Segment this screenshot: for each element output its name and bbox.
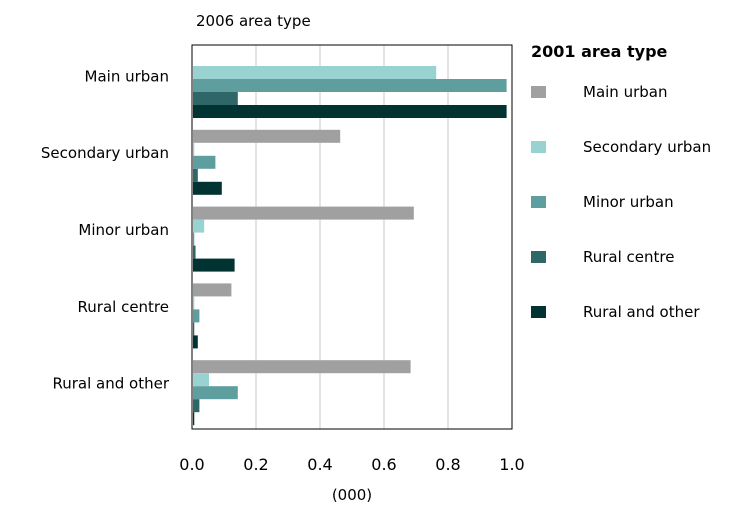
x-axis-label: (000) — [332, 486, 372, 504]
bar — [193, 322, 195, 336]
legend-swatch — [531, 141, 546, 153]
category-label: Minor urban — [78, 221, 169, 239]
bar — [193, 360, 411, 374]
bar — [193, 258, 235, 272]
bar — [193, 142, 195, 156]
legend-label: Secondary urban — [583, 138, 711, 156]
bar — [193, 412, 195, 426]
legend-swatch — [531, 86, 546, 98]
category-label: Main urban — [85, 67, 169, 85]
legend-swatch — [531, 306, 546, 318]
bar — [193, 92, 238, 105]
chart-title: 2006 area type — [196, 12, 311, 30]
legend-label: Minor urban — [583, 193, 674, 211]
bar — [193, 105, 507, 118]
legend-label: Rural centre — [583, 248, 674, 266]
x-tick-label: 0.0 — [179, 455, 204, 474]
category-labels: Main urban Secondary urban Minor urban Rura… — [41, 67, 170, 392]
x-tick-label: 1.0 — [499, 455, 524, 474]
legend-swatch — [531, 251, 546, 263]
bar — [193, 181, 222, 195]
bar — [193, 206, 414, 220]
bar — [193, 296, 195, 310]
bar — [193, 309, 200, 323]
x-tick-label: 0.2 — [243, 455, 268, 474]
bar — [193, 283, 232, 297]
bar — [193, 373, 209, 387]
x-tick-labels: 0.0 0.2 0.4 0.6 0.8 1.0 — [179, 455, 524, 474]
legend-label: Rural and other — [583, 303, 700, 321]
bar — [193, 245, 196, 259]
x-tick-label: 0.4 — [307, 455, 332, 474]
bars — [193, 66, 507, 426]
bar — [193, 155, 216, 169]
category-label: Secondary urban — [41, 144, 169, 162]
category-label: Rural and other — [53, 375, 170, 393]
bar — [193, 66, 437, 79]
category-label: Rural centre — [78, 298, 169, 316]
legend-swatch — [531, 196, 546, 208]
plot-area-frame — [191, 44, 513, 430]
bar — [193, 335, 198, 349]
bar — [193, 232, 195, 246]
bar — [193, 168, 198, 182]
legend-label: Main urban — [583, 83, 667, 101]
bar — [193, 386, 238, 400]
bar — [193, 399, 200, 413]
legend-title: 2001 area type — [531, 42, 668, 61]
bar — [193, 219, 205, 233]
x-tick-label: 0.8 — [435, 455, 460, 474]
bar — [193, 79, 507, 92]
bar — [193, 129, 341, 143]
x-tick-label: 0.6 — [371, 455, 396, 474]
legend: Main urban Secondary urban Minor urban Rura… — [531, 83, 711, 321]
